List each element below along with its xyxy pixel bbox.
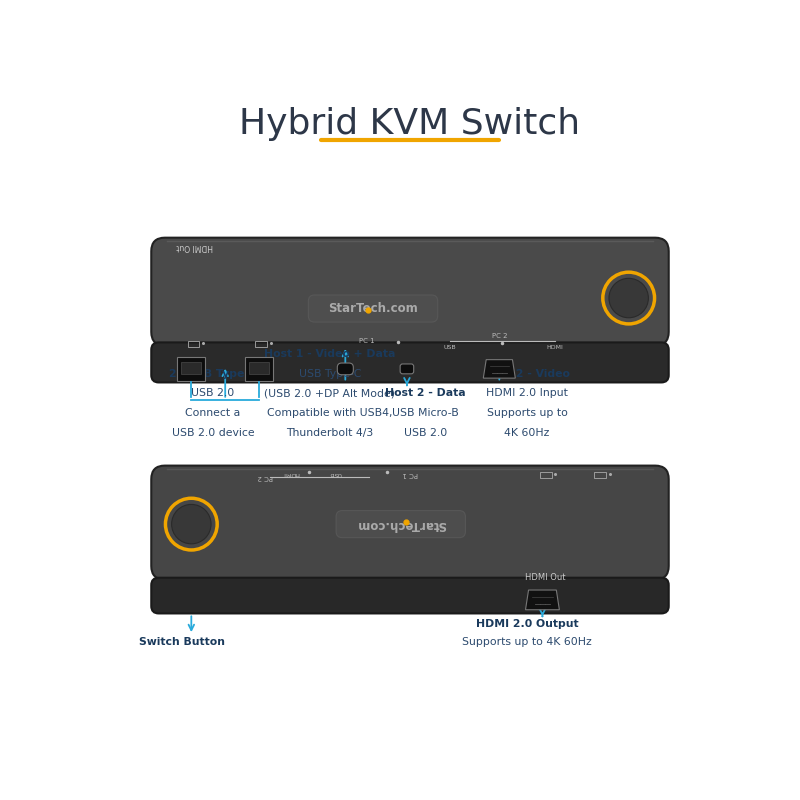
Text: PC 2: PC 2 xyxy=(258,474,273,480)
Text: HDMI 2.0 Output: HDMI 2.0 Output xyxy=(476,619,578,629)
FancyBboxPatch shape xyxy=(336,510,466,538)
Text: Supports up to 4K 60Hz: Supports up to 4K 60Hz xyxy=(462,638,592,647)
Text: PC 1: PC 1 xyxy=(402,470,418,477)
Bar xyxy=(246,357,273,381)
Text: Host 2 - Data: Host 2 - Data xyxy=(385,389,466,398)
Bar xyxy=(594,472,606,478)
Text: USB: USB xyxy=(329,470,342,475)
Bar xyxy=(249,362,269,374)
Text: HDMI Out: HDMI Out xyxy=(526,574,566,582)
Text: (USB 2.0 +DP Alt Mode): (USB 2.0 +DP Alt Mode) xyxy=(265,389,395,398)
Text: Thunderbolt 4/3: Thunderbolt 4/3 xyxy=(286,428,374,438)
Text: Hybrid KVM Switch: Hybrid KVM Switch xyxy=(239,106,581,141)
FancyBboxPatch shape xyxy=(308,295,438,322)
Bar xyxy=(188,341,199,346)
Text: HDMI: HDMI xyxy=(546,345,563,350)
Text: USB 2.0: USB 2.0 xyxy=(404,428,447,438)
Text: 2x USB Type-A: 2x USB Type-A xyxy=(169,369,257,378)
Bar xyxy=(255,341,267,346)
FancyBboxPatch shape xyxy=(400,364,414,374)
Text: PC 2: PC 2 xyxy=(491,334,507,339)
Bar xyxy=(182,362,202,374)
FancyBboxPatch shape xyxy=(151,466,669,579)
FancyBboxPatch shape xyxy=(151,578,669,614)
Text: StarTech.com: StarTech.com xyxy=(328,302,418,315)
Text: Supports up to: Supports up to xyxy=(486,408,567,418)
Text: USB: USB xyxy=(444,345,456,350)
Text: Switch Button: Switch Button xyxy=(139,638,225,647)
Bar xyxy=(178,357,205,381)
Text: USB 2.0 device: USB 2.0 device xyxy=(171,428,254,438)
Text: USB 2.0: USB 2.0 xyxy=(191,389,234,398)
Text: PC 1: PC 1 xyxy=(359,338,374,344)
Polygon shape xyxy=(483,360,515,378)
Text: StarTech.com: StarTech.com xyxy=(356,518,446,530)
Text: Connect a: Connect a xyxy=(186,408,241,418)
Circle shape xyxy=(172,505,211,544)
Circle shape xyxy=(609,278,648,318)
Text: USB Type-C: USB Type-C xyxy=(298,369,361,378)
Text: HDMI: HDMI xyxy=(282,470,299,475)
Text: Compatible with USB4,: Compatible with USB4, xyxy=(267,408,393,418)
Text: 4K 60Hz: 4K 60Hz xyxy=(504,428,550,438)
FancyBboxPatch shape xyxy=(151,342,669,382)
Text: Host 1 - Video + Data: Host 1 - Video + Data xyxy=(264,349,396,359)
Text: HDMI 2.0 Input: HDMI 2.0 Input xyxy=(486,389,568,398)
Polygon shape xyxy=(526,590,559,610)
Text: HDMI Out: HDMI Out xyxy=(176,242,213,251)
Bar xyxy=(540,472,551,478)
FancyBboxPatch shape xyxy=(338,363,354,374)
FancyBboxPatch shape xyxy=(151,238,669,346)
Text: USB Micro-B: USB Micro-B xyxy=(392,408,458,418)
Text: Host 2 - Video: Host 2 - Video xyxy=(484,369,570,378)
